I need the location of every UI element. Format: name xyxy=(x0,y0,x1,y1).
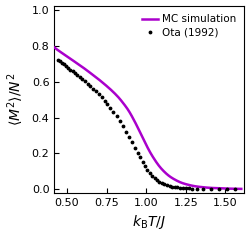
Ota (1992) xyxy=(56,58,59,61)
Ota (1992) xyxy=(226,188,228,191)
Line: MC simulation: MC simulation xyxy=(54,47,241,189)
X-axis label: $k_{\mathrm{B}}T/J$: $k_{\mathrm{B}}T/J$ xyxy=(132,214,166,232)
MC simulation xyxy=(164,172,167,174)
Line: Ota (1992): Ota (1992) xyxy=(56,57,237,191)
Ota (1992) xyxy=(165,184,168,187)
MC simulation xyxy=(240,187,243,190)
Legend: MC simulation, Ota (1992): MC simulation, Ota (1992) xyxy=(139,11,239,41)
Ota (1992) xyxy=(89,85,92,88)
Ota (1992) xyxy=(234,188,236,191)
Y-axis label: $\langle M^2\rangle/N^2$: $\langle M^2\rangle/N^2$ xyxy=(6,73,26,126)
MC simulation xyxy=(53,46,56,49)
MC simulation xyxy=(154,160,157,162)
MC simulation xyxy=(206,186,209,189)
MC simulation xyxy=(142,137,144,140)
Ota (1992) xyxy=(86,82,89,85)
MC simulation xyxy=(143,139,146,142)
Ota (1992) xyxy=(210,187,213,190)
Ota (1992) xyxy=(182,187,185,189)
Ota (1992) xyxy=(156,179,158,182)
MC simulation xyxy=(235,187,238,190)
